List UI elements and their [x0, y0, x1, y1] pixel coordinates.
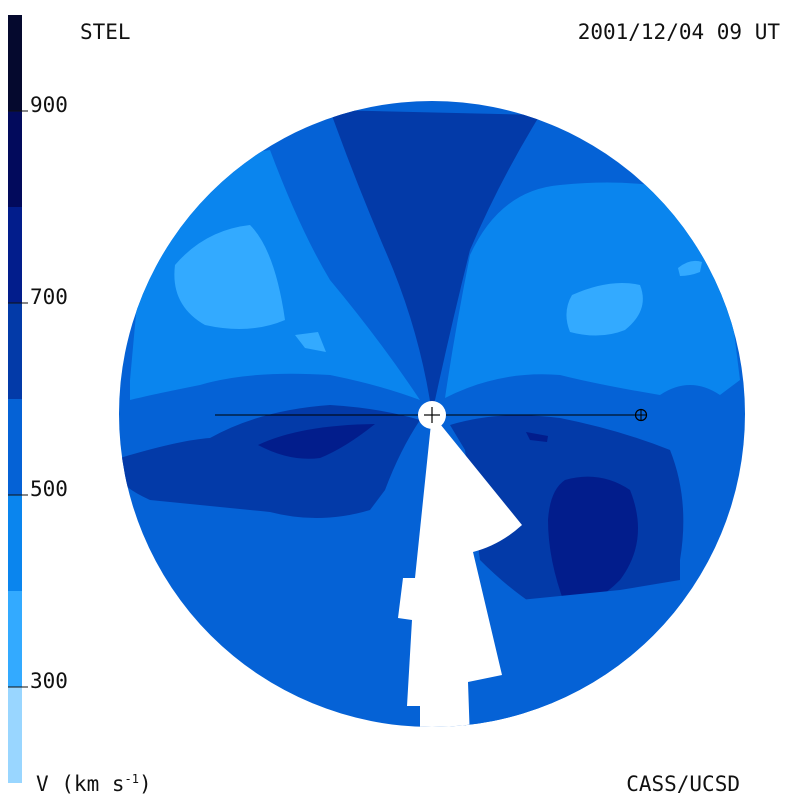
colorbar-segment-700 [8, 207, 22, 303]
unit-close: ) [138, 772, 152, 796]
colorbar-segment-200 [8, 687, 22, 783]
colorbar-segment-400 [8, 495, 22, 591]
region-nw-fastest [174, 225, 285, 329]
colorbar-tick-label-300: 300 [30, 669, 68, 693]
region-south-sector [465, 580, 700, 727]
colorbar-segment-500 [8, 399, 22, 495]
datetime-label: 2001/12/04 09 UT [577, 20, 780, 44]
colorbar [8, 15, 22, 783]
colorbar-tick-label-900: 900 [30, 93, 68, 117]
no-data-wedge [398, 414, 522, 727]
region-north-stream [330, 110, 540, 414]
region-west-core [258, 424, 375, 459]
colorbar-ticks: 300 500 700 900 [8, 93, 68, 693]
region-nw-fastest-2 [295, 332, 326, 352]
region-east-core-2 [526, 432, 548, 442]
region-ne-fastest [566, 282, 643, 336]
unit-exponent: -1 [124, 772, 139, 786]
colorbar-segment-800 [8, 111, 22, 207]
colorbar-segment-600 [8, 303, 22, 399]
region-east-core [548, 476, 638, 606]
colorbar-segment-300 [8, 591, 22, 687]
colorbar-tick-label-500: 500 [30, 477, 68, 501]
unit-label: V (km s-1) [36, 772, 152, 796]
instrument-label: STEL [80, 20, 131, 44]
colorbar-tick-label-700: 700 [30, 285, 68, 309]
credit-label: CASS/UCSD [626, 772, 740, 796]
unit-base: V (km s [36, 772, 125, 796]
region-ne-fastest-2 [678, 260, 702, 276]
colorbar-segment-900 [8, 15, 22, 111]
